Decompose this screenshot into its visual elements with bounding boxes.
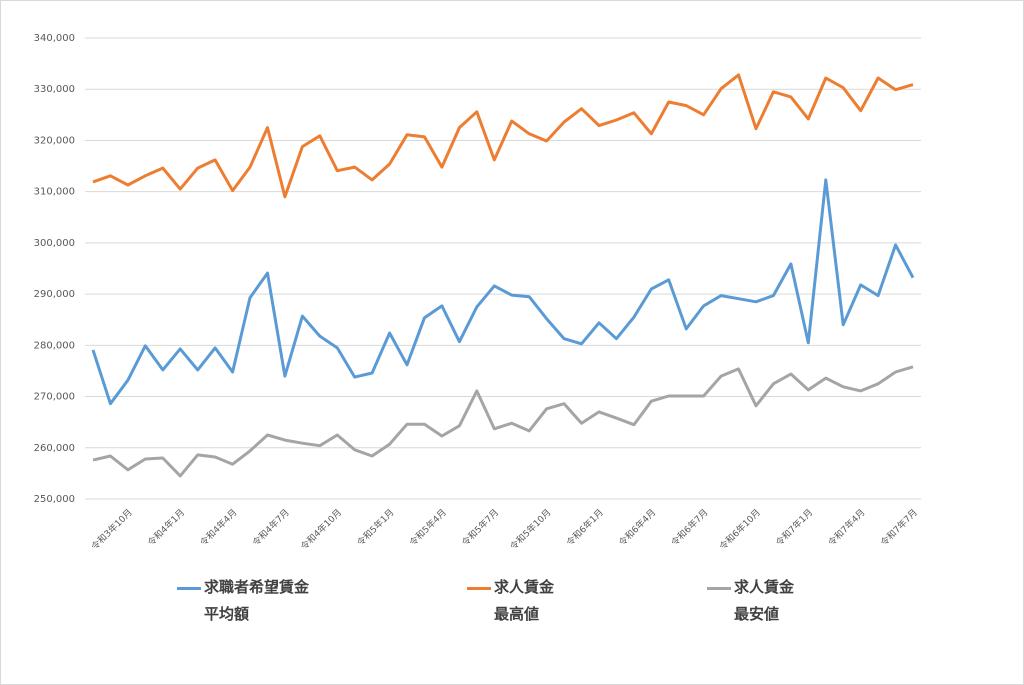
y-tick-label: 300,000	[34, 238, 75, 249]
legend-swatch	[467, 587, 491, 590]
x-tick-label: 令和6年7月	[668, 506, 710, 548]
x-tick-label: 令和4年10月	[298, 506, 344, 552]
x-tick-label: 令和5年4月	[407, 506, 449, 548]
series-line	[92, 365, 914, 478]
y-tick-label: 320,000	[34, 135, 75, 146]
legend-label: 求職者希望賃金 平均額	[204, 578, 310, 623]
legend-label: 求人賃金 最安値	[734, 578, 795, 623]
x-tick-label: 令和5年1月	[354, 506, 396, 548]
x-tick-label: 令和5年10月	[507, 506, 553, 552]
y-tick-label: 280,000	[34, 340, 75, 351]
y-tick-label: 270,000	[34, 392, 75, 403]
y-tick-label: 330,000	[34, 84, 75, 95]
legend-label: 求人賃金 最高値	[494, 578, 555, 623]
x-tick-label: 令和7年4月	[826, 506, 868, 548]
x-tick-label: 令和6年1月	[564, 506, 606, 548]
x-tick-label: 令和6年4月	[616, 506, 658, 548]
legend-swatch	[177, 587, 201, 590]
series-line	[92, 73, 914, 199]
series-line	[91, 178, 915, 406]
y-tick-label: 290,000	[34, 289, 75, 300]
y-tick-label: 340,000	[34, 33, 75, 44]
x-tick-label: 令和4年7月	[250, 506, 292, 548]
x-tick-label: 令和7年7月	[878, 506, 920, 548]
y-tick-label: 310,000	[34, 187, 75, 198]
x-tick-label: 令和7年1月	[773, 506, 815, 548]
x-tick-label: 令和3年10月	[89, 506, 135, 552]
legend-swatch	[707, 587, 731, 590]
x-tick-label: 令和4年1月	[145, 506, 187, 548]
y-tick-label: 250,000	[34, 494, 75, 505]
y-tick-label: 260,000	[34, 443, 75, 454]
x-tick-label: 令和4年4月	[197, 506, 239, 548]
x-tick-label: 令和6年10月	[717, 506, 763, 552]
x-tick-label: 令和5年7月	[459, 506, 501, 548]
